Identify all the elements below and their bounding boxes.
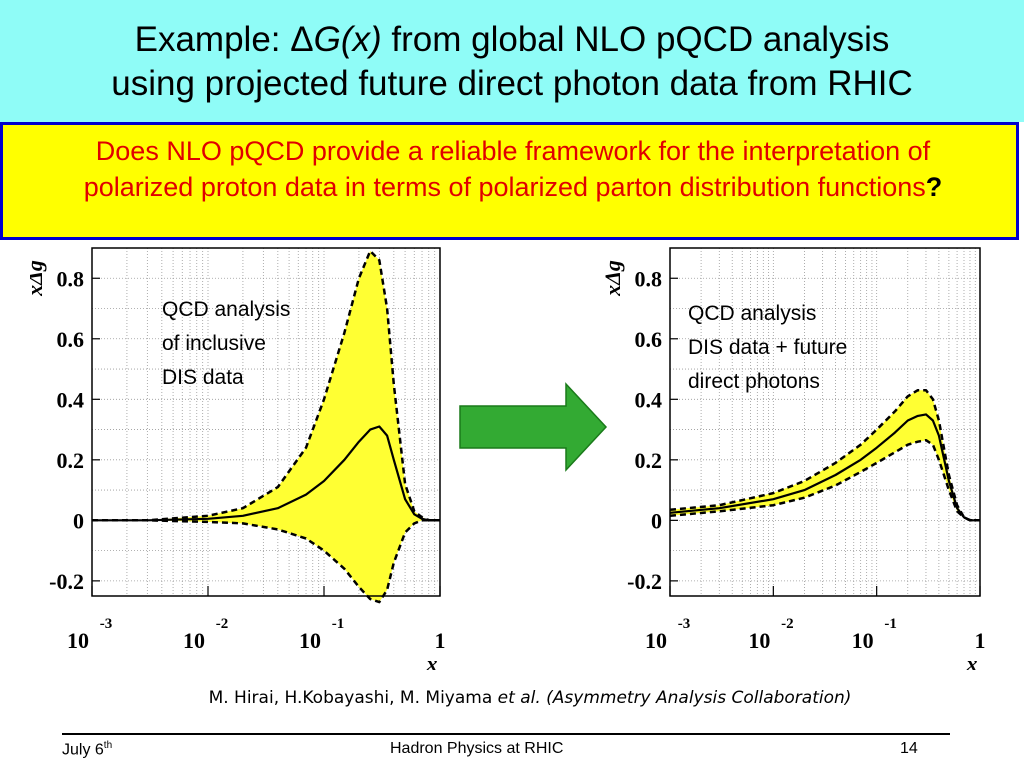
footer-date: July 6th xyxy=(62,740,112,759)
x-tick-label: 1 xyxy=(975,628,986,653)
x-tick-exponent: -1 xyxy=(332,616,345,632)
y-axis-title: xΔg xyxy=(600,260,625,297)
x-tick-label: 10 xyxy=(183,628,205,653)
central-line xyxy=(669,413,980,522)
uncertainty-band xyxy=(670,390,980,521)
annotation-line: DIS data xyxy=(162,366,244,389)
footer-page-number: 14 xyxy=(900,740,918,757)
citation: M. Hirai, H.Kobayashi, M. Miyama et al. … xyxy=(0,688,1024,708)
chart-dis-plus-photons: 0.8 0.6 0.4 0.2 0 -0.2 10 -3 10 -2 10 -1 1x xΔg QCD an… xyxy=(600,247,986,670)
x-tick-exponent: -1 xyxy=(884,616,897,632)
x-tick-label: 10 xyxy=(645,628,667,653)
y-tick-label: 0.4 xyxy=(635,387,663,412)
y-tick-label: 0 xyxy=(73,508,84,533)
central-line xyxy=(92,425,440,522)
lower-bound-line xyxy=(669,438,980,522)
question-callout: Does NLO pQCD provide a reliable framewo… xyxy=(0,122,1019,240)
upper-bound-line xyxy=(669,388,980,522)
annotation-line: QCD analysis xyxy=(688,302,816,325)
y-tick-label: 0.8 xyxy=(57,266,85,291)
y-axis-title: xΔg xyxy=(30,260,47,297)
x-tick-label: 10 xyxy=(748,628,770,653)
x-tick-exponent: -3 xyxy=(100,616,113,632)
title-banner xyxy=(0,0,1024,122)
title-function: G(x) xyxy=(313,20,382,59)
title-line-2: using projected future direct photon dat… xyxy=(111,64,913,103)
footer-date-suffix: th xyxy=(103,740,113,751)
title-rest: from global NLO pQCD analysis xyxy=(381,20,890,59)
x-axis-title: x xyxy=(966,651,978,670)
y-tick-label: 0.8 xyxy=(635,266,663,291)
annotation-line: DIS data + future xyxy=(688,336,847,359)
callout-question: Does NLO pQCD provide a reliable framewo… xyxy=(83,136,931,202)
annotation-line: direct photons xyxy=(688,370,820,393)
x-tick-label: 10 xyxy=(67,628,89,653)
footer-divider xyxy=(62,733,950,735)
uncertainty-band xyxy=(92,251,440,603)
y-tick-label: 0.2 xyxy=(57,448,85,473)
y-tick-label: 0 xyxy=(651,508,662,533)
grid xyxy=(669,248,980,596)
x-axis-title: x xyxy=(426,651,438,670)
footer-date-text: July 6 xyxy=(62,741,104,759)
arrow-shape xyxy=(459,382,608,472)
chart-inclusive-dis: 0.8 0.6 0.4 0.2 0 -0.2 10 -3 10 -2 10 -1 1x xΔg QCD an… xyxy=(30,247,446,670)
x-tick-exponent: -2 xyxy=(216,616,229,632)
callout-question-mark: ? xyxy=(925,172,943,202)
upper-bound-line xyxy=(92,249,440,522)
right-arrow xyxy=(459,382,608,472)
y-tick-label: 0.6 xyxy=(635,327,663,352)
lower-bound-line xyxy=(92,519,440,604)
plot-frame xyxy=(91,247,441,597)
annotation-line: of inclusive xyxy=(162,332,266,355)
callout-text: Does NLO pQCD provide a reliable framewo… xyxy=(43,133,983,205)
citation-authors: M. Hirai, H.Kobayashi, M. Miyama xyxy=(208,688,498,708)
x-tick-label: 10 xyxy=(852,628,874,653)
y-tick-label: 0.2 xyxy=(635,448,663,473)
footer-title: Hadron Physics at RHIC xyxy=(390,740,564,757)
citation-collaboration: et al. (Asymmetry Analysis Collaboration… xyxy=(497,688,852,708)
x-tick-exponent: -2 xyxy=(781,616,794,632)
title-line-1: Example: ΔG(x) from global NLO pQCD anal… xyxy=(0,18,1024,62)
y-tick-label: -0.2 xyxy=(627,569,662,594)
plot-frame xyxy=(669,247,981,597)
y-tick-label: 0.4 xyxy=(57,387,85,412)
slide-title: Example: ΔG(x) from global NLO pQCD anal… xyxy=(0,18,1024,106)
y-tick-label: 0.6 xyxy=(57,327,85,352)
x-tick-exponent: -3 xyxy=(678,616,691,632)
annotation-line: QCD analysis xyxy=(162,298,290,321)
title-prefix: Example: Δ xyxy=(134,20,314,59)
y-tick-label: -0.2 xyxy=(49,569,84,594)
x-tick-label: 1 xyxy=(435,628,446,653)
x-tick-label: 10 xyxy=(299,628,321,653)
